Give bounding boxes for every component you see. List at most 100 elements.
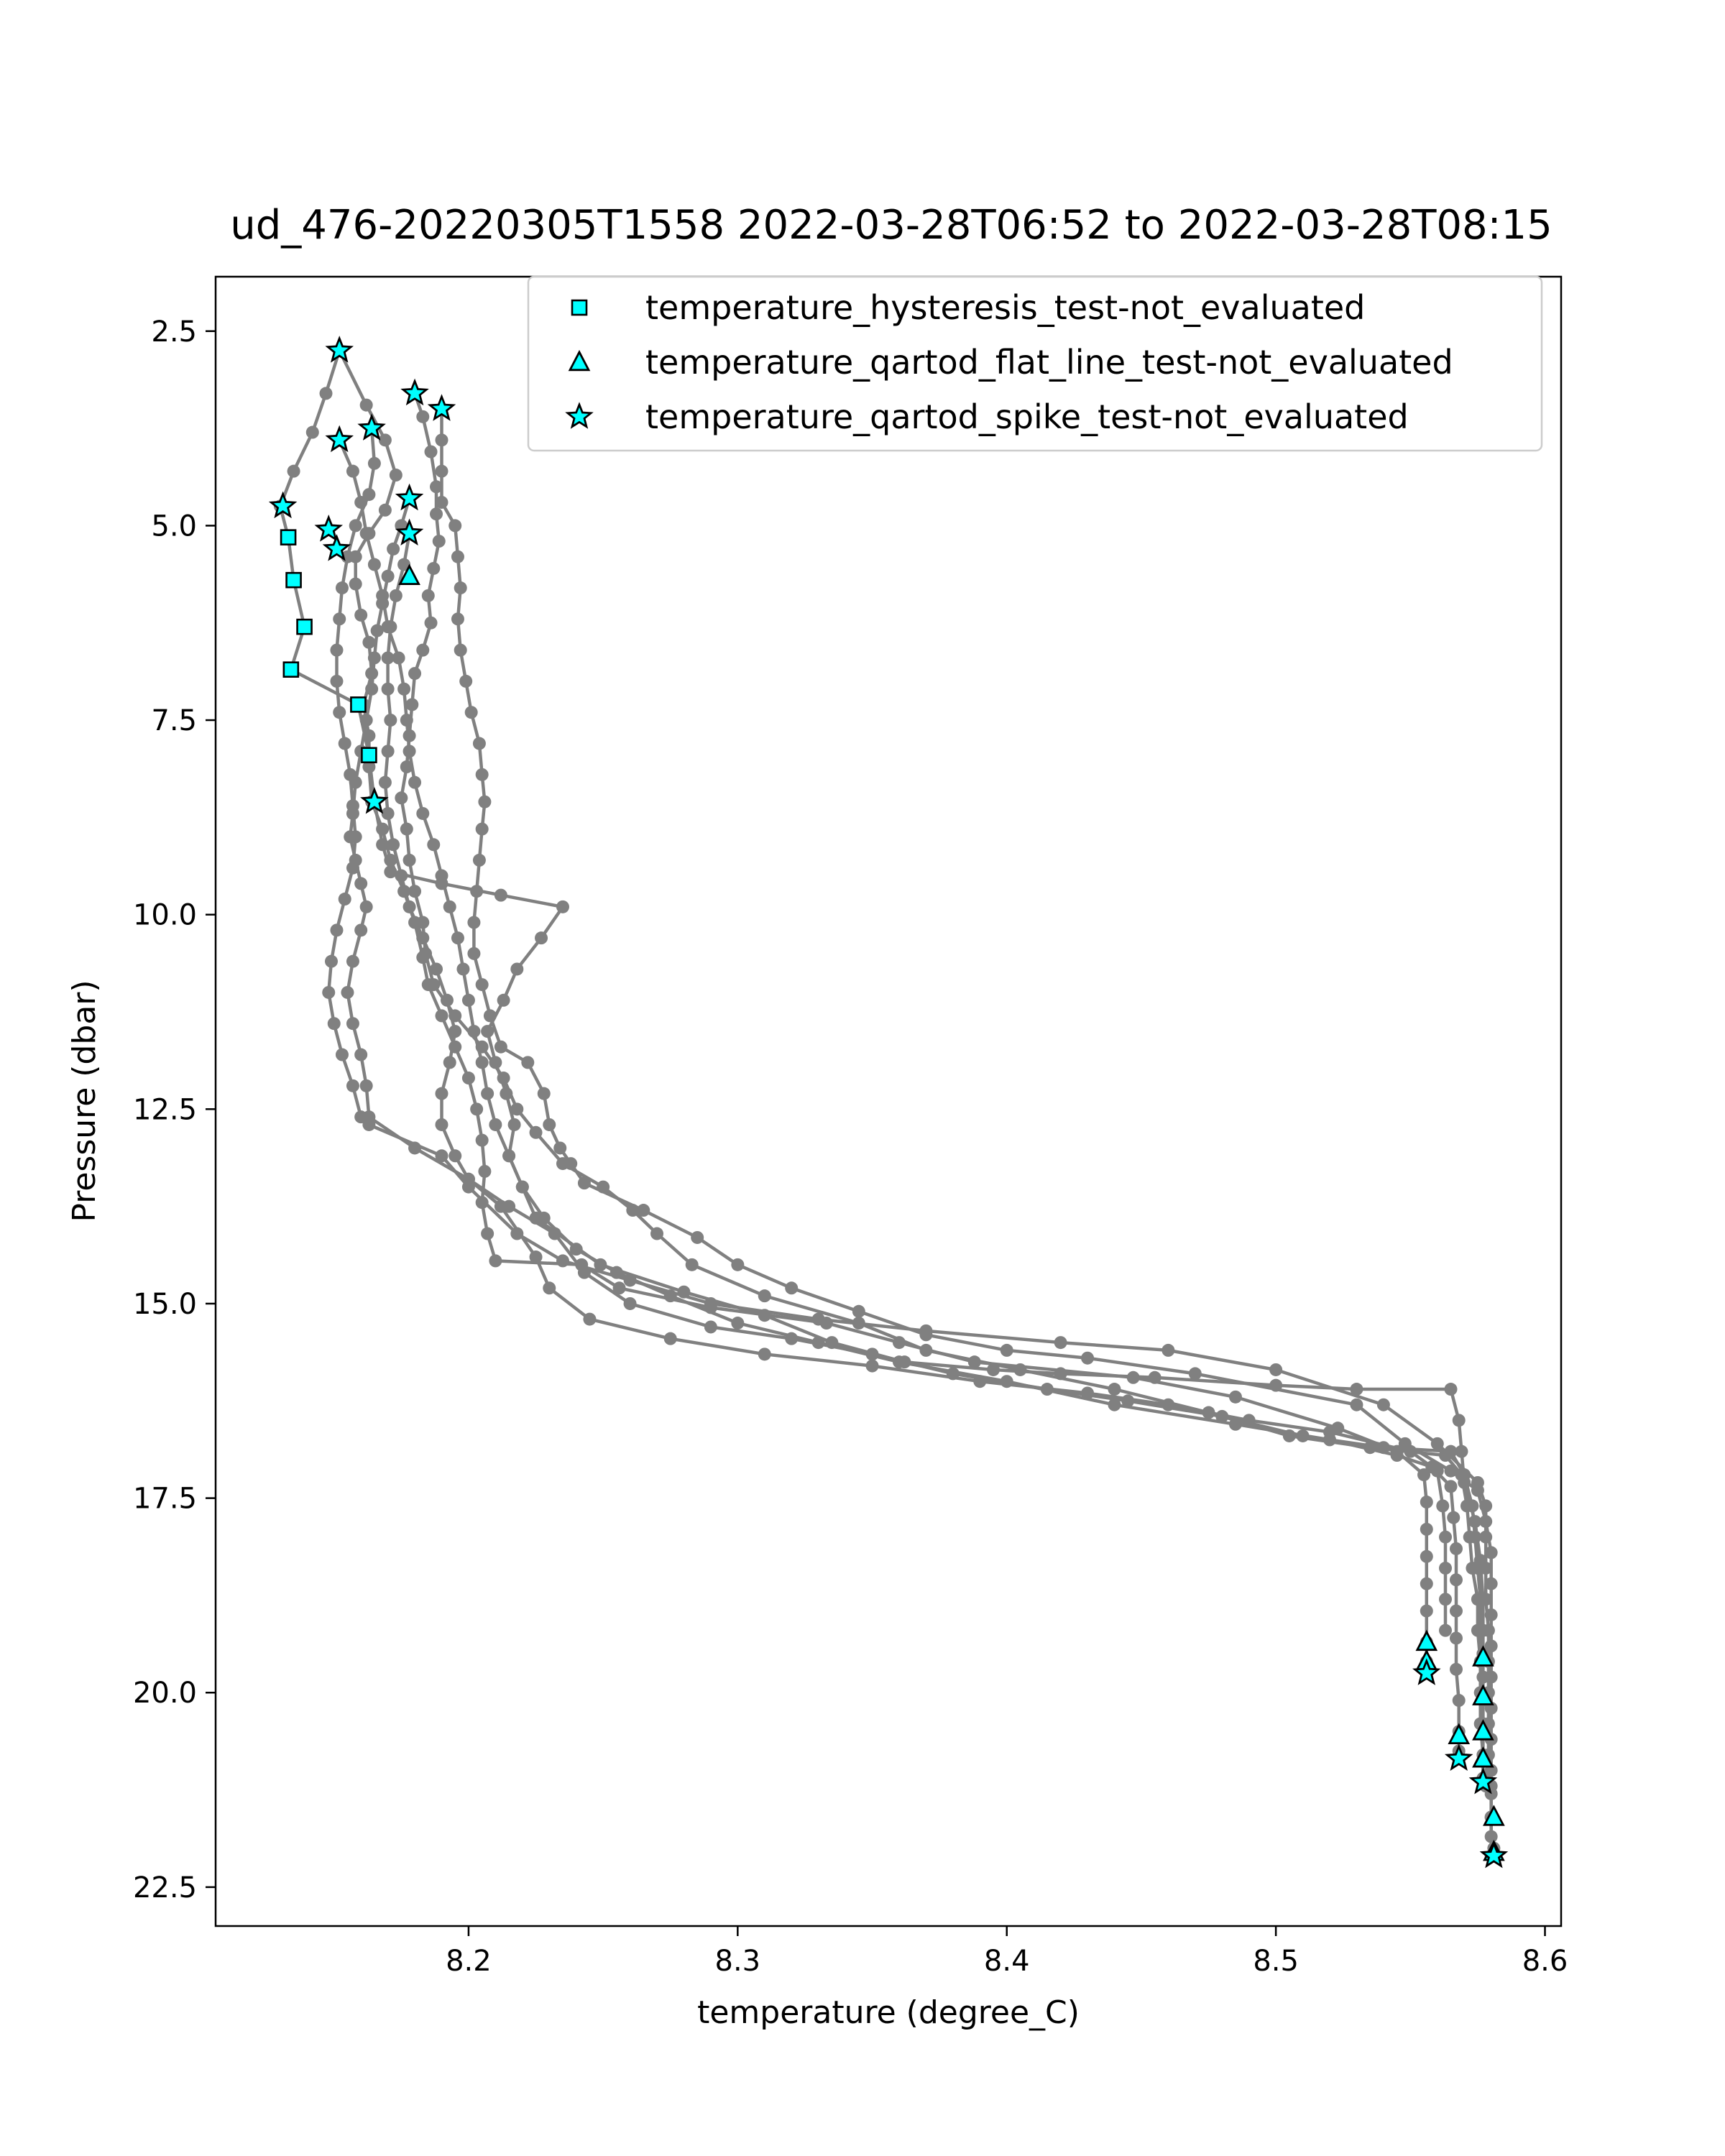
- data-point: [387, 838, 400, 852]
- star-marker: [1446, 1745, 1472, 1770]
- data-point: [448, 1040, 462, 1054]
- data-point: [1054, 1336, 1067, 1350]
- data-point: [362, 1110, 376, 1124]
- data-point: [402, 729, 416, 742]
- data-point: [1228, 1390, 1242, 1404]
- data-point: [1479, 1515, 1493, 1529]
- data-point: [381, 651, 395, 665]
- data-point: [1444, 1445, 1458, 1458]
- square-marker: [285, 571, 302, 589]
- data-point: [553, 1141, 567, 1155]
- data-point: [825, 1336, 839, 1350]
- star-marker: [326, 337, 352, 361]
- data-point: [472, 737, 486, 750]
- data-point: [362, 488, 376, 502]
- data-point: [421, 589, 435, 602]
- data-point: [1013, 1363, 1027, 1376]
- data-point: [548, 1227, 561, 1240]
- data-point: [1126, 1370, 1140, 1384]
- data-point: [1228, 1417, 1242, 1431]
- chart-title: ud_476-20220305T1558 2022-03-28T06:52 to…: [230, 202, 1552, 249]
- data-point: [543, 1281, 556, 1295]
- data-point: [330, 923, 344, 937]
- data-point: [461, 1072, 475, 1085]
- data-point: [1439, 1562, 1453, 1575]
- data-point: [1148, 1370, 1162, 1384]
- data-point: [1452, 1414, 1466, 1427]
- data-point: [384, 865, 397, 879]
- profile-line-7: [346, 497, 1485, 1654]
- data-point: [1447, 1511, 1460, 1524]
- data-point: [359, 714, 373, 727]
- data-point: [510, 962, 524, 976]
- data-point: [335, 581, 349, 595]
- data-point: [338, 893, 351, 906]
- data-point: [376, 822, 390, 836]
- data-point: [489, 1056, 502, 1069]
- data-point: [785, 1332, 799, 1345]
- plot-frame: [214, 275, 1563, 1927]
- data-point: [556, 1254, 569, 1268]
- data-point: [811, 1336, 825, 1350]
- data-point: [583, 1312, 597, 1326]
- square-marker: [361, 747, 377, 764]
- data-point: [594, 1258, 607, 1271]
- data-point: [1439, 1530, 1453, 1544]
- data-point: [424, 616, 438, 630]
- data-point: [475, 1056, 489, 1069]
- data-point: [346, 954, 359, 968]
- data-point: [1000, 1375, 1013, 1388]
- data-point: [384, 853, 397, 867]
- legend-label: temperature_qartod_flat_line_test-not_ev…: [645, 343, 1453, 382]
- data-point: [359, 900, 373, 913]
- x-tick-label: 8.5: [1253, 1945, 1299, 1978]
- data-point: [448, 519, 462, 533]
- data-point: [461, 993, 475, 1007]
- star-marker: [1481, 1843, 1506, 1867]
- data-point: [1081, 1351, 1095, 1365]
- data-point: [1420, 1496, 1433, 1509]
- data-point: [359, 1079, 373, 1092]
- square-marker: [282, 661, 300, 678]
- data-point: [359, 398, 373, 412]
- data-point: [472, 853, 486, 867]
- data-point: [865, 1348, 879, 1361]
- data-point: [623, 1296, 637, 1310]
- data-point: [335, 1048, 349, 1061]
- data-point: [381, 569, 395, 583]
- data-point: [402, 853, 416, 867]
- data-point: [341, 550, 354, 563]
- data-point: [489, 1118, 502, 1131]
- data-point: [494, 1199, 507, 1213]
- profile-line-3: [400, 392, 1485, 1782]
- data-point: [1484, 1577, 1498, 1590]
- y-tick-label: 17.5: [133, 1483, 197, 1516]
- data-point: [464, 706, 478, 719]
- data-point: [424, 445, 438, 459]
- legend-label: temperature_qartod_spike_test-not_evalua…: [645, 397, 1409, 436]
- data-point: [349, 775, 362, 789]
- data-point: [362, 635, 376, 649]
- data-point: [346, 1017, 359, 1031]
- data-point: [359, 527, 373, 540]
- data-point: [497, 993, 510, 1007]
- data-point: [623, 1273, 637, 1287]
- data-point: [535, 931, 548, 945]
- data-point: [389, 469, 402, 482]
- data-point: [1471, 1475, 1484, 1489]
- data-point: [704, 1296, 717, 1310]
- data-point: [1390, 1449, 1404, 1462]
- data-point: [637, 1204, 650, 1217]
- data-point: [529, 1250, 543, 1264]
- data-point: [502, 1149, 516, 1163]
- data-point: [1162, 1343, 1175, 1357]
- data-point: [663, 1289, 677, 1303]
- data-point: [1452, 1694, 1466, 1708]
- data-point: [1420, 1522, 1433, 1536]
- legend-box: [527, 275, 1543, 452]
- data-point: [758, 1289, 771, 1303]
- data-point: [497, 1072, 510, 1085]
- data-point: [507, 1118, 521, 1131]
- legend-label: temperature_hysteresis_test-not_evaluate…: [645, 288, 1365, 327]
- data-point: [1439, 1593, 1453, 1606]
